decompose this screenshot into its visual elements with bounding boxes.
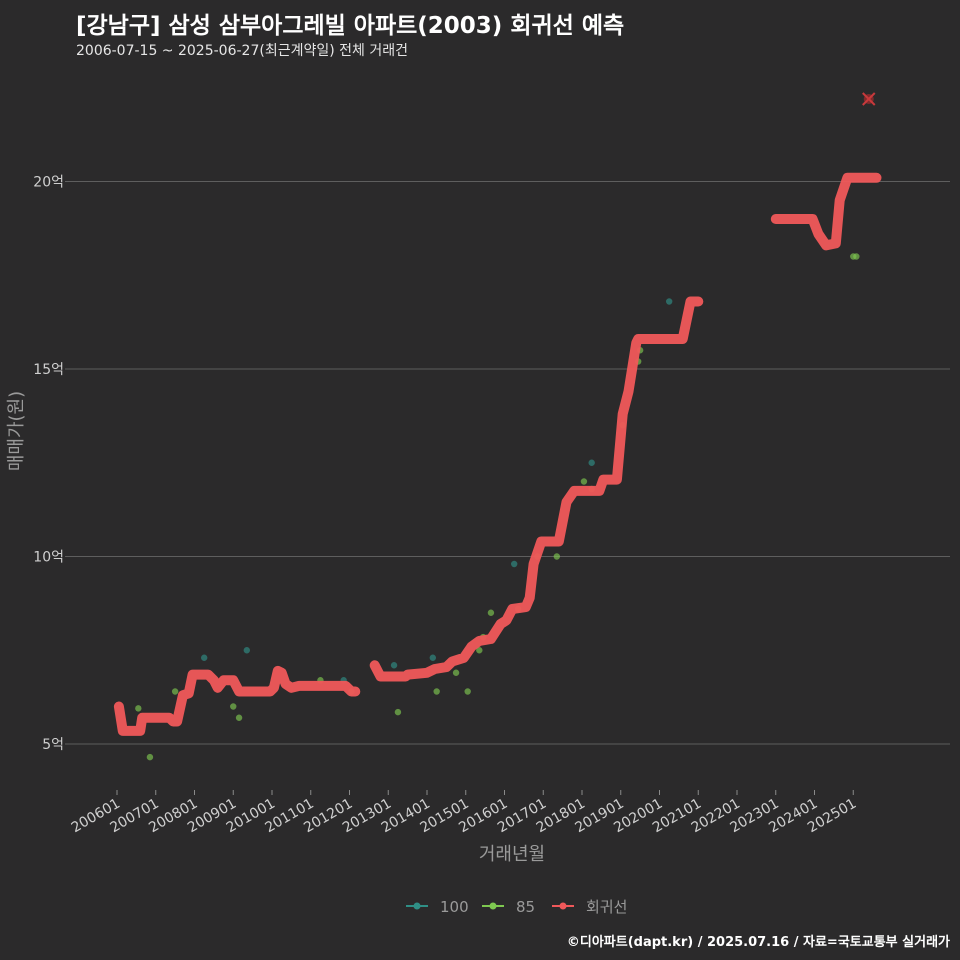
point-85 xyxy=(487,609,495,616)
legend-label: 85 xyxy=(516,898,535,916)
point-100 xyxy=(588,459,595,466)
point-85 xyxy=(580,478,588,485)
point-85 xyxy=(452,669,460,676)
regression-segment-2 xyxy=(369,296,704,682)
y-axis-ticks: 5억 10억 15억 20억 xyxy=(33,175,70,753)
y-tick-label: 15억 xyxy=(33,362,64,378)
point-85 xyxy=(464,688,471,695)
point-100 xyxy=(665,298,673,305)
y-axis-label: 매매가(원) xyxy=(6,391,27,471)
legend-label: 회귀선 xyxy=(586,898,627,916)
legend-dot xyxy=(559,902,567,910)
point-85 xyxy=(230,703,237,710)
regression-segment-1 xyxy=(113,665,361,736)
point-100 xyxy=(243,647,251,654)
x-axis-label: 거래년월 xyxy=(479,844,545,865)
legend-dot xyxy=(413,902,421,910)
point-85 xyxy=(235,714,243,721)
chart-title: [강남구] 삼성 삼부아그레빌 아파트(2003) 회귀선 예측 xyxy=(76,13,625,39)
point-100 xyxy=(390,662,398,669)
outlier-cross-2 xyxy=(862,92,876,106)
point-85 xyxy=(433,688,440,695)
point-85 xyxy=(853,253,860,260)
point-100 xyxy=(429,654,437,661)
point-85 xyxy=(171,688,179,695)
point-85 xyxy=(476,647,483,654)
legend-item-85: 85 xyxy=(482,898,535,916)
grid-lines xyxy=(70,181,950,745)
point-100 xyxy=(200,654,208,661)
legend-item-회귀선: 회귀선 xyxy=(552,898,627,916)
scatter-points xyxy=(135,253,860,761)
y-tick-label: 20억 xyxy=(33,175,64,191)
outlier-marker xyxy=(862,92,876,106)
point-85 xyxy=(553,553,561,560)
regression-line xyxy=(113,172,882,736)
point-85 xyxy=(135,705,142,712)
x-axis-ticks: 2006012007012008012009012010012011012012… xyxy=(69,790,859,836)
source-caption: ©디아파트(dapt.kr) / 2025.07.16 / 자료=국토교통부 실… xyxy=(566,935,950,950)
annotations xyxy=(862,92,876,106)
y-tick-label: 5억 xyxy=(42,737,64,753)
legend-dot xyxy=(489,902,497,910)
point-85 xyxy=(394,708,402,716)
regression-segment-3 xyxy=(770,172,882,251)
chart-subtitle: 2006-07-15 ~ 2025-06-27(최근계약일) 전체 거래건 xyxy=(76,43,408,59)
legend-label: 100 xyxy=(440,898,469,916)
y-tick-label: 10억 xyxy=(33,550,64,566)
legend: 100 85 회귀선 xyxy=(406,898,627,916)
legend-item-100: 100 xyxy=(406,898,469,916)
point-85 xyxy=(146,753,154,761)
point-100 xyxy=(510,560,518,568)
